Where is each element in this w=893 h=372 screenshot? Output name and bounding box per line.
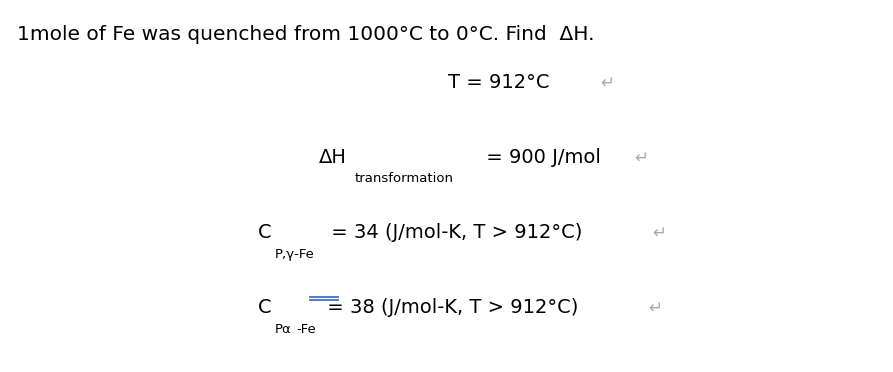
Text: = 34 (J/mol-K, T > 912°C): = 34 (J/mol-K, T > 912°C)	[325, 223, 583, 242]
Text: C: C	[257, 298, 271, 317]
Text: Pα: Pα	[275, 323, 291, 336]
Text: T = 912°C: T = 912°C	[448, 73, 550, 92]
Text: = 38 (J/mol-K, T > 912°C): = 38 (J/mol-K, T > 912°C)	[321, 298, 579, 317]
Text: C: C	[257, 223, 271, 242]
Text: ↵: ↵	[653, 224, 666, 242]
Text: = 900 J/mol: = 900 J/mol	[480, 148, 601, 167]
Text: ↵: ↵	[648, 299, 662, 317]
Text: ↵: ↵	[600, 74, 614, 92]
Text: ↵: ↵	[634, 149, 647, 167]
Text: -Fe: -Fe	[296, 323, 316, 336]
Text: transformation: transformation	[355, 172, 454, 185]
Text: ΔH: ΔH	[319, 148, 346, 167]
Text: P,γ-Fe: P,γ-Fe	[275, 248, 314, 261]
Text: 1mole of Fe was quenched from 1000°C to 0°C. Find  ΔH.: 1mole of Fe was quenched from 1000°C to …	[18, 25, 595, 44]
